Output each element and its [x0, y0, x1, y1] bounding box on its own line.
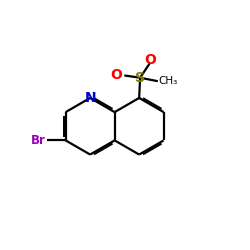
- Text: N: N: [84, 91, 96, 105]
- Text: S: S: [135, 71, 145, 85]
- Text: O: O: [144, 53, 156, 67]
- Text: Br: Br: [31, 134, 46, 147]
- Text: O: O: [110, 68, 122, 82]
- Text: CH₃: CH₃: [159, 76, 178, 86]
